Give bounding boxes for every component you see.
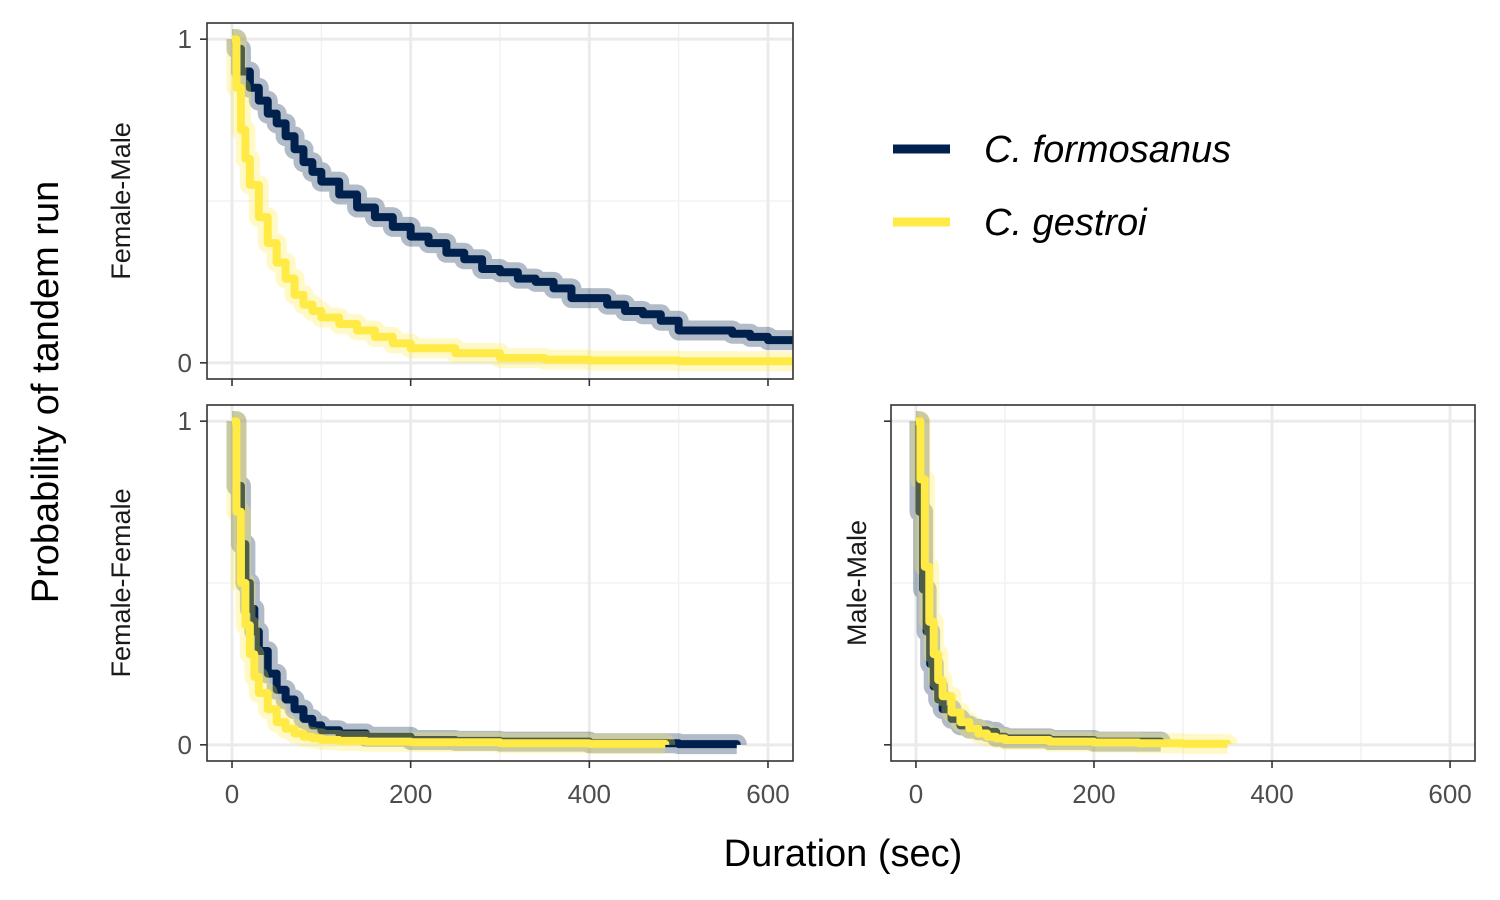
x-tick-label: 200 <box>389 779 432 809</box>
panel-border <box>206 22 794 380</box>
panel-series-group <box>909 411 1238 754</box>
panel-female-female: 0 1 0 200 400 600 Female-Female <box>106 404 794 809</box>
y-tick-label: 0 <box>178 730 192 760</box>
facet-label: Male-Male <box>842 520 872 646</box>
series-line-cformosanus <box>232 35 793 345</box>
facet-label: Female-Female <box>106 488 136 677</box>
panel-series-group <box>226 29 793 372</box>
legend-label-formosanus: C. formosanus <box>984 129 1231 171</box>
panel-border <box>206 404 794 762</box>
x-tick-label: 0 <box>225 779 239 809</box>
y-tick-label: 1 <box>178 406 192 436</box>
y-tick-label: 0 <box>178 348 192 378</box>
series-line-cgestroi <box>232 417 670 748</box>
legend: C. formosanus C. gestroi <box>893 129 1231 244</box>
y-tick-label: 1 <box>178 24 192 54</box>
panels-layer: 0 1 Female-Male 0 1 0 200 400 600 Female-Female 0 2… <box>106 22 1476 809</box>
panel-male-male: 0 200 400 600 Male-Male <box>842 404 1476 809</box>
series-line-cgestroi <box>915 417 1232 748</box>
panel-series-group <box>226 411 747 755</box>
x-tick-label: 400 <box>1250 779 1293 809</box>
x-tick-label: 600 <box>746 779 789 809</box>
x-tick-label: 600 <box>1428 779 1471 809</box>
x-tick-label: 0 <box>909 779 923 809</box>
panel-border <box>890 404 1476 762</box>
x-axis-title: Duration (sec) <box>724 833 963 875</box>
x-tick-label: 200 <box>1072 779 1115 809</box>
series-line-cgestroi <box>232 35 793 366</box>
y-axis-title: Probability of tandem run <box>25 181 67 603</box>
facet-label: Female-Male <box>106 122 136 280</box>
legend-label-gestroi: C. gestroi <box>984 202 1148 244</box>
panel-female-male: 0 1 Female-Male <box>106 22 794 386</box>
x-tick-label: 400 <box>568 779 611 809</box>
